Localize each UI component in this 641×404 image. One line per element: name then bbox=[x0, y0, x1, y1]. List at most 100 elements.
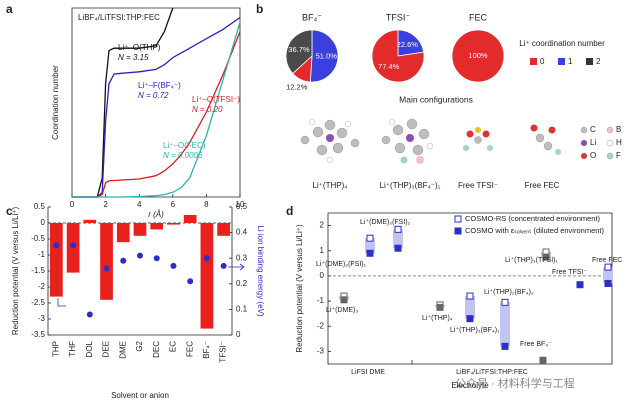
x-tick-label: DEC bbox=[152, 341, 161, 358]
axes-frame bbox=[327, 212, 613, 365]
atom-label: C bbox=[590, 125, 596, 134]
marker bbox=[604, 279, 612, 287]
x-axis-label: r (Å) bbox=[148, 210, 164, 219]
point-label: Free FEC bbox=[592, 257, 622, 264]
point-label: Li⁺(DME)₂(FSI)₁ bbox=[316, 260, 367, 268]
x-tick-label: G2 bbox=[135, 340, 144, 351]
legend-swatch bbox=[558, 58, 565, 65]
y-tick-label: -1.5 bbox=[31, 266, 45, 275]
point-label: Free BF₄⁻ bbox=[520, 341, 552, 348]
dot bbox=[220, 262, 227, 269]
bar bbox=[116, 223, 130, 243]
marker bbox=[501, 342, 509, 350]
arrow-decor bbox=[57, 263, 245, 307]
x-tick-label: THF bbox=[68, 341, 77, 357]
y-axis-label: Coordination number bbox=[51, 65, 60, 140]
pie-value-label: 36.7% bbox=[288, 45, 310, 54]
config-title: Main configurations bbox=[399, 94, 473, 104]
dot bbox=[103, 265, 110, 272]
point-label: Li⁺(DME)₂(FSI)₂ bbox=[360, 218, 411, 226]
line-series bbox=[72, 16, 241, 198]
dot bbox=[86, 311, 93, 318]
legend-swatch bbox=[530, 58, 537, 65]
dot bbox=[187, 278, 194, 285]
pie-value-label: 77.4% bbox=[378, 62, 400, 71]
marker bbox=[394, 244, 402, 252]
pie-slice bbox=[397, 29, 425, 57]
line-series bbox=[72, 31, 241, 198]
x-tick-label: FEC bbox=[185, 341, 194, 357]
legend-swatch bbox=[586, 58, 593, 65]
atom-label: B bbox=[616, 125, 621, 134]
annotation: N = 0.72 bbox=[138, 91, 169, 100]
pie-slice bbox=[285, 29, 313, 75]
x-tick-label: THP bbox=[51, 341, 60, 357]
legend-label: 1 bbox=[568, 57, 573, 66]
y-tick-label: -3 bbox=[317, 347, 325, 356]
dot bbox=[170, 262, 177, 269]
dot bbox=[153, 255, 160, 262]
range-bar bbox=[365, 238, 375, 254]
marker bbox=[466, 315, 474, 323]
group-label: LiFSI DME bbox=[351, 369, 385, 376]
panel-label: b bbox=[256, 2, 263, 16]
point-label: Li⁺(DME)₃ bbox=[326, 306, 358, 314]
annotation: Li⁺–O(FEC) bbox=[163, 141, 206, 150]
x-tick-label: TFSI⁻ bbox=[219, 341, 228, 363]
marker bbox=[539, 356, 547, 364]
point-label: Li⁺(THP)₂(BF₄)₂ bbox=[484, 288, 534, 296]
marker bbox=[394, 225, 402, 233]
point-label: Li⁺(THP)₄ bbox=[422, 314, 453, 322]
annotation: Li⁺–O(THP) bbox=[118, 43, 161, 52]
atom-label: F bbox=[616, 151, 621, 160]
pie-value-label: 100% bbox=[468, 51, 488, 60]
molecule-art bbox=[300, 118, 561, 164]
atom-legend-swatches bbox=[580, 126, 614, 160]
bar bbox=[133, 223, 147, 236]
marker bbox=[340, 296, 348, 304]
y-axis-label: Reduction potential (V versus Li/Li⁺) bbox=[295, 224, 304, 353]
marker bbox=[576, 281, 584, 289]
pie-slice bbox=[451, 29, 505, 83]
point-label: Free TFSI⁻ bbox=[552, 269, 587, 276]
marker bbox=[466, 292, 474, 300]
bar bbox=[50, 223, 63, 297]
x-tick-label: DEE bbox=[102, 341, 111, 357]
y-tick-label: -3.5 bbox=[31, 330, 45, 339]
x-axis-label: Electrolyte bbox=[451, 381, 489, 390]
pie-value-label: 51.0% bbox=[316, 51, 338, 60]
atom-label: Li bbox=[590, 138, 596, 147]
bar bbox=[150, 223, 164, 230]
pie-title: FEC bbox=[469, 12, 488, 22]
y2-tick-label: 0 bbox=[236, 330, 241, 339]
config-label: Free FEC bbox=[525, 181, 560, 190]
legend-marker bbox=[454, 227, 462, 235]
marker bbox=[604, 263, 612, 271]
pie-title: BF₄⁻ bbox=[302, 12, 322, 22]
dot bbox=[203, 255, 210, 262]
x-axis-label: Solvent or anion bbox=[111, 391, 169, 400]
legend-label: 0 bbox=[540, 57, 545, 66]
y-tick-label: -1 bbox=[317, 296, 325, 305]
panel-label: c bbox=[6, 204, 13, 218]
x-tick-label: BF₄⁻ bbox=[202, 341, 211, 359]
atom-label: O bbox=[590, 151, 596, 160]
y2-axis-label: Li ion binding energy (eV) bbox=[256, 225, 265, 317]
pie-value-label: 22.6% bbox=[397, 40, 419, 49]
x-tick-label: DOL bbox=[85, 340, 94, 357]
pie-value-label: 12.2% bbox=[286, 83, 308, 92]
x-tick-label: DME bbox=[118, 341, 127, 359]
y2-tick-label: 0.1 bbox=[236, 305, 248, 314]
range-bar bbox=[465, 296, 475, 319]
pie-title: TFSI⁻ bbox=[386, 12, 410, 22]
legend-label: COSMO with εₛₒₗᵥₑₙₜ (diluted environment… bbox=[465, 226, 604, 235]
x-tick-label: 0 bbox=[70, 200, 75, 209]
y-tick-label: -3 bbox=[38, 314, 46, 323]
bar bbox=[217, 223, 230, 236]
marker bbox=[366, 249, 374, 257]
marker bbox=[366, 234, 374, 242]
dot bbox=[137, 252, 143, 259]
legend-label: COSMO-RS (concentrated environment) bbox=[465, 214, 601, 223]
bar bbox=[83, 219, 97, 223]
